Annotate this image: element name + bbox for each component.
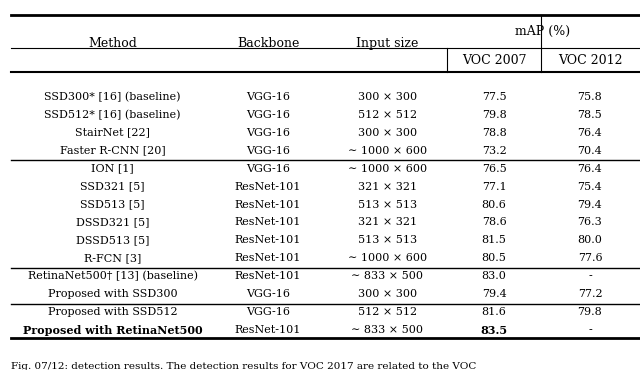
Text: ResNet-101: ResNet-101 xyxy=(235,218,301,228)
Text: 300 × 300: 300 × 300 xyxy=(358,128,417,138)
Text: 77.2: 77.2 xyxy=(578,289,602,299)
Text: StairNet [22]: StairNet [22] xyxy=(75,128,150,138)
Text: 83.0: 83.0 xyxy=(482,271,507,281)
Text: ResNet-101: ResNet-101 xyxy=(235,253,301,263)
Text: RetinaNet500† [13] (baseline): RetinaNet500† [13] (baseline) xyxy=(28,271,198,282)
Text: 79.8: 79.8 xyxy=(577,307,602,317)
Text: VOC 2012: VOC 2012 xyxy=(557,54,622,67)
Text: 79.4: 79.4 xyxy=(482,289,506,299)
Text: 77.5: 77.5 xyxy=(482,92,506,102)
Text: 81.5: 81.5 xyxy=(482,235,507,245)
Text: 78.5: 78.5 xyxy=(577,110,602,120)
Text: 79.4: 79.4 xyxy=(577,199,602,209)
Text: R-FCN [3]: R-FCN [3] xyxy=(84,253,141,263)
Text: VGG-16: VGG-16 xyxy=(246,92,290,102)
Text: 76.4: 76.4 xyxy=(577,128,602,138)
Text: 75.8: 75.8 xyxy=(577,92,602,102)
Text: 80.0: 80.0 xyxy=(577,235,602,245)
Text: DSSD321 [5]: DSSD321 [5] xyxy=(76,218,149,228)
Text: ResNet-101: ResNet-101 xyxy=(235,271,301,281)
Text: ∼ 1000 × 600: ∼ 1000 × 600 xyxy=(348,146,427,156)
Text: VGG-16: VGG-16 xyxy=(246,146,290,156)
Text: Proposed with SSD300: Proposed with SSD300 xyxy=(48,289,177,299)
Text: 321 × 321: 321 × 321 xyxy=(358,218,417,228)
Text: 77.6: 77.6 xyxy=(578,253,602,263)
Text: VGG-16: VGG-16 xyxy=(246,110,290,120)
Text: 78.8: 78.8 xyxy=(482,128,506,138)
Text: VGG-16: VGG-16 xyxy=(246,128,290,138)
Text: VOC 2007: VOC 2007 xyxy=(462,54,527,67)
Text: 79.8: 79.8 xyxy=(482,110,506,120)
Text: ∼ 1000 × 600: ∼ 1000 × 600 xyxy=(348,253,427,263)
Text: SSD513 [5]: SSD513 [5] xyxy=(81,199,145,209)
Text: ∼ 1000 × 600: ∼ 1000 × 600 xyxy=(348,164,427,174)
Text: 513 × 513: 513 × 513 xyxy=(358,235,417,245)
Text: 512 × 512: 512 × 512 xyxy=(358,307,417,317)
Text: DSSD513 [5]: DSSD513 [5] xyxy=(76,235,149,245)
Text: 300 × 300: 300 × 300 xyxy=(358,92,417,102)
Text: VGG-16: VGG-16 xyxy=(246,164,290,174)
Text: ResNet-101: ResNet-101 xyxy=(235,325,301,335)
Text: 83.5: 83.5 xyxy=(481,325,508,336)
Text: SSD321 [5]: SSD321 [5] xyxy=(81,182,145,192)
Text: 78.6: 78.6 xyxy=(482,218,506,228)
Text: Fig. 07/12: detection results. The detection results for VOC 2017 are related to: Fig. 07/12: detection results. The detec… xyxy=(11,362,476,370)
Text: 76.3: 76.3 xyxy=(577,218,602,228)
Text: SSD512* [16] (baseline): SSD512* [16] (baseline) xyxy=(44,110,181,120)
Text: 512 × 512: 512 × 512 xyxy=(358,110,417,120)
Text: SSD300* [16] (baseline): SSD300* [16] (baseline) xyxy=(44,91,181,102)
Text: 80.6: 80.6 xyxy=(482,199,507,209)
Text: Proposed with RetinaNet500: Proposed with RetinaNet500 xyxy=(23,325,202,336)
Text: Input size: Input size xyxy=(356,37,419,50)
Text: 70.4: 70.4 xyxy=(577,146,602,156)
Text: ∼ 833 × 500: ∼ 833 × 500 xyxy=(351,325,424,335)
Text: Backbone: Backbone xyxy=(237,37,300,50)
Text: Proposed with SSD512: Proposed with SSD512 xyxy=(48,307,177,317)
Text: -: - xyxy=(588,325,592,335)
Text: Faster R-CNN [20]: Faster R-CNN [20] xyxy=(60,146,166,156)
Text: ∼ 833 × 500: ∼ 833 × 500 xyxy=(351,271,424,281)
Text: ResNet-101: ResNet-101 xyxy=(235,235,301,245)
Text: ResNet-101: ResNet-101 xyxy=(235,199,301,209)
Text: 513 × 513: 513 × 513 xyxy=(358,199,417,209)
Text: 80.5: 80.5 xyxy=(482,253,507,263)
Text: mAP (%): mAP (%) xyxy=(515,25,570,38)
Text: 76.4: 76.4 xyxy=(577,164,602,174)
Text: -: - xyxy=(588,271,592,281)
Text: 321 × 321: 321 × 321 xyxy=(358,182,417,192)
Text: 76.5: 76.5 xyxy=(482,164,506,174)
Text: ResNet-101: ResNet-101 xyxy=(235,182,301,192)
Text: 73.2: 73.2 xyxy=(482,146,506,156)
Text: 77.1: 77.1 xyxy=(482,182,506,192)
Text: 81.6: 81.6 xyxy=(482,307,507,317)
Text: 300 × 300: 300 × 300 xyxy=(358,289,417,299)
Text: VGG-16: VGG-16 xyxy=(246,289,290,299)
Text: Method: Method xyxy=(88,37,137,50)
Text: VGG-16: VGG-16 xyxy=(246,307,290,317)
Text: 75.4: 75.4 xyxy=(577,182,602,192)
Text: ION [1]: ION [1] xyxy=(92,164,134,174)
